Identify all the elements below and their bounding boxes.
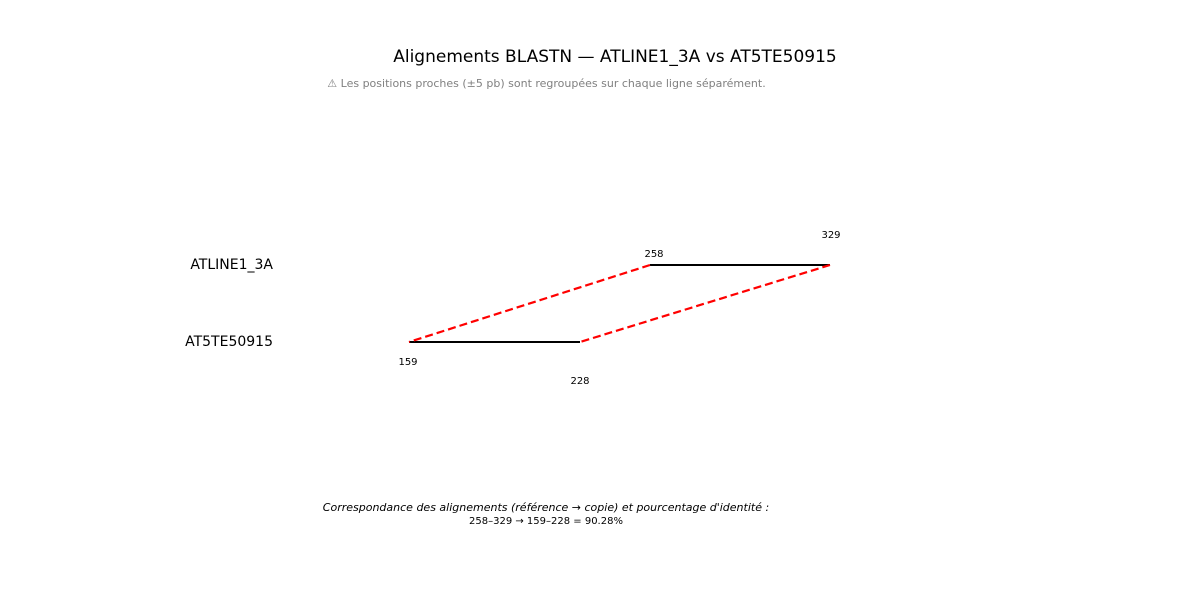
correspondence-line: 258–329 → 159–228 = 90.28% [469,516,623,527]
end-connector-line [579,263,831,344]
copy-end-position: 228 [570,376,589,387]
start-connector-line [408,263,651,344]
copy-start-position: 159 [398,357,417,368]
reference-start-position: 258 [644,249,663,260]
copy-sequence-label: AT5TE50915 [185,334,273,350]
reference-sequence-label: ATLINE1_3A [190,257,273,273]
reference-end-position: 329 [821,230,840,241]
grouping-note: ⚠ Les positions proches (±5 pb) sont reg… [327,77,766,90]
diagram-title: Alignements BLASTN — ATLINE1_3A vs AT5TE… [393,47,837,67]
correspondence-heading: Correspondance des alignements (référenc… [322,501,770,514]
